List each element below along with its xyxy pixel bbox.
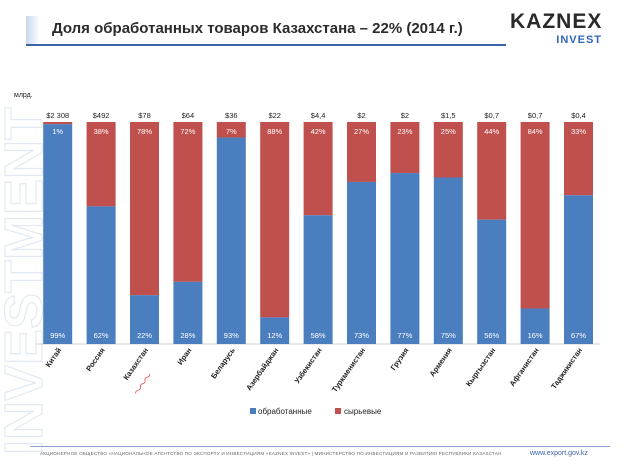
- category-label: Грузия: [389, 346, 411, 372]
- processed-percent-label: 16%: [528, 331, 543, 340]
- category-label: Узбекистан: [293, 346, 324, 385]
- bar-processed: [303, 215, 333, 344]
- bar-raw: [173, 122, 203, 282]
- raw-percent-label: 38%: [94, 127, 109, 136]
- category-label: Казахстан: [121, 346, 150, 382]
- bar-raw: [390, 122, 420, 174]
- processed-percent-label: 62%: [94, 331, 109, 340]
- processed-percent-label: 22%: [137, 331, 152, 340]
- legend-swatch-raw: [335, 408, 341, 414]
- bar-total-label: $22: [268, 111, 281, 120]
- legend-label-processed: обработанные: [258, 407, 312, 416]
- spellcheck-underline: [135, 373, 150, 394]
- bar-total-label: $2 308: [46, 111, 69, 120]
- bar-raw: [130, 122, 159, 296]
- processed-percent-label: 75%: [441, 331, 456, 340]
- bar-raw: [520, 122, 550, 309]
- bar-raw: [347, 122, 376, 182]
- bar-raw: [216, 122, 246, 138]
- legend-label-raw: сырьевые: [344, 407, 382, 416]
- title-underline: [26, 16, 506, 46]
- bar-raw: [86, 122, 116, 207]
- bar-processed: [520, 308, 550, 344]
- bar-processed: [347, 181, 376, 344]
- bar-total-label: $64: [182, 111, 195, 120]
- raw-percent-label: 27%: [354, 127, 369, 136]
- raw-percent-label: 84%: [528, 127, 543, 136]
- title-accent: [26, 16, 40, 46]
- raw-percent-label: 88%: [267, 127, 282, 136]
- bar-total-label: $0,7: [528, 111, 543, 120]
- kaznex-logo: KAZNEX INVEST: [510, 10, 610, 50]
- category-label: Туркменистан: [330, 346, 367, 394]
- category-label: Китай: [44, 346, 64, 369]
- bar-raw: [433, 122, 463, 178]
- bar-total-label: $36: [225, 111, 238, 120]
- category-label: Таджикистан: [549, 346, 584, 391]
- raw-percent-label: 23%: [397, 127, 412, 136]
- bar-total-label: $2: [401, 111, 409, 120]
- bar-raw: [43, 122, 73, 125]
- category-label: Армения: [428, 346, 454, 378]
- processed-percent-label: 58%: [311, 331, 326, 340]
- bar-processed: [433, 177, 463, 344]
- processed-percent-label: 73%: [354, 331, 369, 340]
- raw-percent-label: 44%: [484, 127, 499, 136]
- bar-raw: [303, 122, 333, 216]
- bar-raw: [477, 122, 507, 220]
- category-label: Кыргызстан: [464, 346, 497, 388]
- footer-text: АКЦИОНЕРНОЕ ОБЩЕСТВО «НАЦИОНАЛЬНОЕ АГЕНТ…: [40, 451, 502, 456]
- bar-total-label: $2: [357, 111, 365, 120]
- raw-percent-label: 33%: [571, 127, 586, 136]
- bar-processed: [173, 281, 203, 344]
- raw-percent-label: 25%: [441, 127, 456, 136]
- bar-total-label: $78: [138, 111, 151, 120]
- raw-percent-label: 72%: [180, 127, 195, 136]
- logo-sub-text: INVEST: [556, 34, 602, 46]
- processed-percent-label: 93%: [224, 331, 239, 340]
- legend-swatch-processed: [250, 408, 256, 414]
- processed-percent-label: 12%: [267, 331, 282, 340]
- bar-total-label: $4,4: [311, 111, 326, 120]
- bar-raw: [260, 122, 290, 318]
- bar-total-label: $0,4: [571, 111, 586, 120]
- bar-total-label: $1,5: [441, 111, 456, 120]
- raw-percent-label: 1%: [52, 127, 63, 136]
- raw-percent-label: 42%: [311, 127, 326, 136]
- category-label: Россия: [84, 346, 107, 373]
- bar-processed: [477, 219, 507, 344]
- unit-label: млрд.: [14, 92, 33, 99]
- footer-url[interactable]: www.export.gov.kz: [530, 450, 588, 457]
- bar-processed: [130, 295, 159, 344]
- page-title: Доля обработанных товаров Казахстана – 2…: [52, 20, 463, 37]
- raw-percent-label: 7%: [226, 127, 237, 136]
- footer-divider: [30, 446, 610, 447]
- raw-percent-label: 78%: [137, 127, 152, 136]
- bar-processed: [216, 137, 246, 344]
- processed-percent-label: 67%: [571, 331, 586, 340]
- bar-processed: [86, 206, 116, 344]
- processed-percent-label: 99%: [50, 331, 65, 340]
- bar-processed: [260, 317, 290, 344]
- bar-raw: [564, 122, 593, 196]
- bar-processed: [43, 124, 73, 344]
- processed-percent-label: 77%: [397, 331, 412, 340]
- processed-percent-label: 28%: [180, 331, 195, 340]
- processed-percent-label: 56%: [484, 331, 499, 340]
- category-label: Афганистан: [508, 346, 541, 388]
- bar-total-label: $492: [93, 111, 110, 120]
- bar-processed: [390, 173, 420, 344]
- logo-main-text: KAZNEX: [510, 10, 603, 33]
- category-label: Иран: [175, 346, 193, 366]
- bar-processed: [564, 195, 593, 344]
- category-label: Беларусь: [209, 346, 237, 381]
- bar-total-label: $0,7: [484, 111, 499, 120]
- category-label: Азербайджан: [244, 346, 280, 392]
